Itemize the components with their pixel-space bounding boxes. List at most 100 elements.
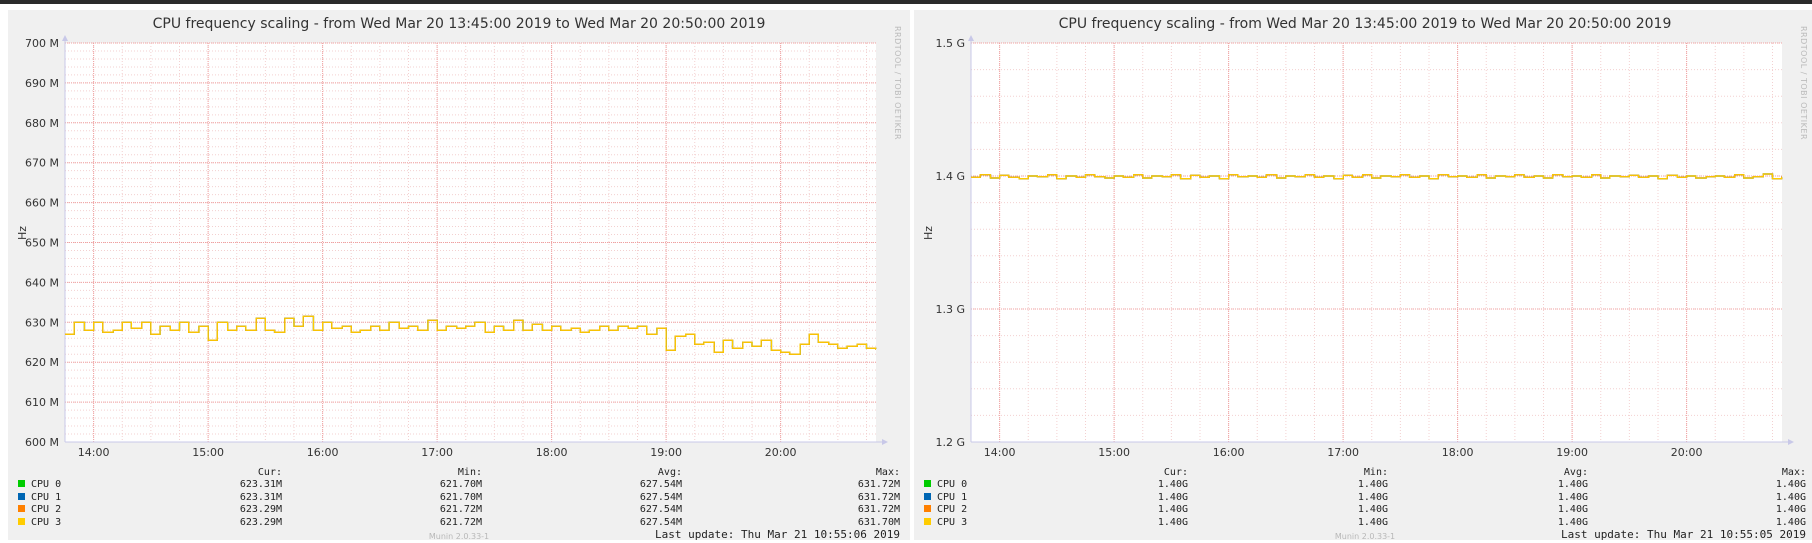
y-tick-label: 630 M [25, 316, 59, 329]
x-axis-arrow [882, 439, 888, 445]
legend-cur: 1.40G [1157, 516, 1188, 528]
legend-row: CPU 1 1.40G 1.40G 1.40G 1.40G [924, 492, 1806, 505]
chart-panel-2: 1.2 G 1.3 G 1.4 G 1.5 G 14:00 15:00 16:00 17:00… [914, 10, 1812, 543]
legend-series-label: CPU 3 [31, 516, 62, 528]
legend-swatch [924, 517, 931, 525]
y-tick-label: 600 M [25, 436, 59, 449]
legend-header-min: Min: [457, 467, 482, 478]
y-tick-label: 700 M [25, 37, 59, 50]
legend-min: 621.70M [439, 479, 482, 490]
x-tick-label: 14:00 [78, 446, 110, 459]
y-tick-label: 610 M [25, 396, 59, 409]
x-tick-label: 17:00 [421, 446, 453, 459]
legend-avg: 1.40G [1557, 491, 1588, 503]
legend-series-name: CPU 2 [18, 504, 61, 517]
legend-series-name: CPU 2 [924, 504, 967, 517]
legend-min: 621.72M [439, 504, 482, 515]
y-axis-label: Hz [922, 225, 935, 240]
legend-swatch [18, 480, 25, 487]
legend-max: 631.72M [857, 491, 900, 503]
legend-series-name: CPU 0 [924, 479, 967, 492]
legend-swatch [924, 492, 931, 500]
x-tick-label: 17:00 [1327, 446, 1359, 459]
legend-row: CPU 2 1.40G 1.40G 1.40G 1.40G [924, 504, 1806, 517]
legend-swatch [18, 505, 25, 512]
legend-avg: 1.40G [1557, 516, 1588, 528]
last-update: Last update: Thu Mar 21 10:55:06 2019 [654, 528, 900, 541]
legend-min: 1.40G [1357, 491, 1388, 503]
legend-row: CPU 2 623.29M 621.72M 627.54M 631.72M [18, 504, 900, 517]
footer-version: Munin 2.0.33-1 [1334, 532, 1396, 541]
y-tick-label: 690 M [25, 77, 59, 90]
x-tick-label: 15:00 [1098, 446, 1130, 459]
legend-swatch [18, 492, 25, 500]
legend-series-label: CPU 1 [31, 491, 62, 503]
legend-series-label: CPU 2 [31, 504, 62, 515]
legend-header-max: Max: [1781, 467, 1806, 478]
legend-series-name: CPU 3 [924, 517, 967, 530]
footer-version: Munin 2.0.33-1 [428, 532, 490, 541]
legend-series-label: CPU 0 [31, 479, 62, 490]
legend-cur: 1.40G [1157, 491, 1188, 503]
legend-max: 1.40G [1775, 479, 1806, 490]
legend-avg: 1.40G [1557, 504, 1588, 515]
legend-header-max: Max: [875, 467, 900, 478]
series-line-cpu-3 [65, 315, 877, 355]
legend-series-label: CPU 3 [937, 516, 968, 528]
legend-series-label: CPU 1 [937, 491, 968, 503]
legend-header-cur: Cur: [257, 467, 282, 478]
legend-avg: 1.40G [1557, 479, 1588, 490]
legend-row: CPU 0 623.31M 621.70M 627.54M 631.72M [18, 479, 900, 492]
x-tick-label: 20:00 [765, 446, 797, 459]
legend-max: 1.40G [1775, 491, 1806, 503]
legend-avg: 627.54M [639, 491, 682, 503]
y-tick-label: 620 M [25, 356, 59, 369]
legend-cur: 1.40G [1157, 479, 1188, 490]
y-axis-arrow [968, 35, 974, 41]
y-tick-label: 660 M [25, 197, 59, 210]
legend-row: CPU 0 1.40G 1.40G 1.40G 1.40G [924, 479, 1806, 492]
legend-row: CPU 3 623.29M 621.72M 627.54M 631.70M [18, 517, 900, 530]
y-axis-arrow [62, 35, 68, 41]
top-bar [0, 0, 1812, 4]
chart-title: CPU frequency scaling - from Wed Mar 20 … [1058, 16, 1672, 32]
legend-min: 621.70M [439, 491, 482, 503]
y-tick-label: 640 M [25, 276, 59, 289]
y-tick-label: 1.4 G [935, 170, 965, 183]
legend-header: Cur: Min: Avg: Max: [18, 467, 900, 479]
x-tick-label: 14:00 [984, 446, 1016, 459]
legend-swatch [924, 505, 931, 512]
last-update-row: Last update: Thu Mar 21 10:55:05 2019 [924, 528, 1806, 543]
y-tick-label: 1.3 G [935, 303, 965, 316]
legend-max: 1.40G [1775, 504, 1806, 515]
legend-row: CPU 1 623.31M 621.70M 627.54M 631.72M [18, 492, 900, 505]
legend-swatch [18, 517, 25, 525]
legend: Cur: Min: Avg: Max: CPU 0 623.31M 621.70… [18, 467, 900, 543]
series-line-cpu-3 [971, 173, 1783, 180]
legend-series-name: CPU 1 [924, 492, 967, 505]
legend-min: 621.72M [439, 516, 482, 528]
y-tick-label: 670 M [25, 157, 59, 170]
y-axis-label: Hz [16, 225, 29, 240]
x-tick-label: 20:00 [1671, 446, 1703, 459]
legend-series-name: CPU 3 [18, 517, 61, 530]
legend-min: 1.40G [1357, 479, 1388, 490]
x-tick-label: 19:00 [1556, 446, 1588, 459]
legend-swatch [924, 480, 931, 487]
legend-cur: 623.31M [239, 479, 282, 490]
legend-header: Cur: Min: Avg: Max: [924, 467, 1806, 479]
x-tick-label: 15:00 [192, 446, 224, 459]
chart-plot-1: 600 M 610 M 620 M 630 M 640 M 650 M 660 M 670 M… [25, 35, 888, 459]
legend-header-avg: Avg: [1563, 467, 1588, 478]
x-tick-label: 16:00 [307, 446, 339, 459]
legend-cur: 623.29M [239, 504, 282, 515]
x-tick-label: 18:00 [1442, 446, 1474, 459]
legend-series-name: CPU 1 [18, 492, 61, 505]
legend-max: 631.72M [857, 479, 900, 490]
legend-series-label: CPU 0 [937, 479, 968, 490]
plot-area [971, 43, 1782, 442]
x-axis-arrow [1788, 439, 1794, 445]
legend-max: 631.72M [857, 504, 900, 515]
legend-header-min: Min: [1363, 467, 1388, 478]
y-tick-label: 650 M [25, 237, 59, 250]
